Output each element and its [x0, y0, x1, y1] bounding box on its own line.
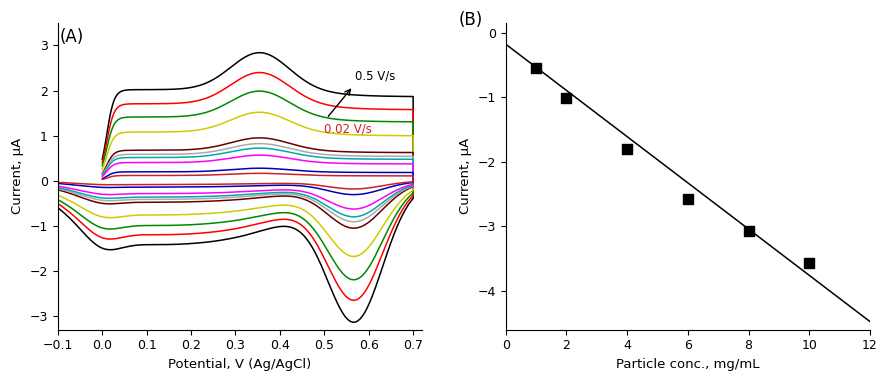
Point [529, 65, 543, 71]
Point [681, 196, 695, 202]
Text: (A): (A) [60, 28, 84, 46]
X-axis label: Potential, V (Ag/AgCl): Potential, V (Ag/AgCl) [168, 358, 311, 371]
Text: (B): (B) [459, 11, 483, 29]
Y-axis label: Current, μA: Current, μA [459, 138, 472, 214]
Point [741, 228, 756, 235]
Y-axis label: Current, μA: Current, μA [11, 138, 24, 214]
Point [802, 260, 816, 266]
Text: 0.02 V/s: 0.02 V/s [324, 122, 372, 135]
Text: 0.5 V/s: 0.5 V/s [356, 70, 396, 83]
X-axis label: Particle conc., mg/mL: Particle conc., mg/mL [616, 358, 759, 371]
Point [620, 146, 634, 152]
Point [559, 96, 573, 102]
